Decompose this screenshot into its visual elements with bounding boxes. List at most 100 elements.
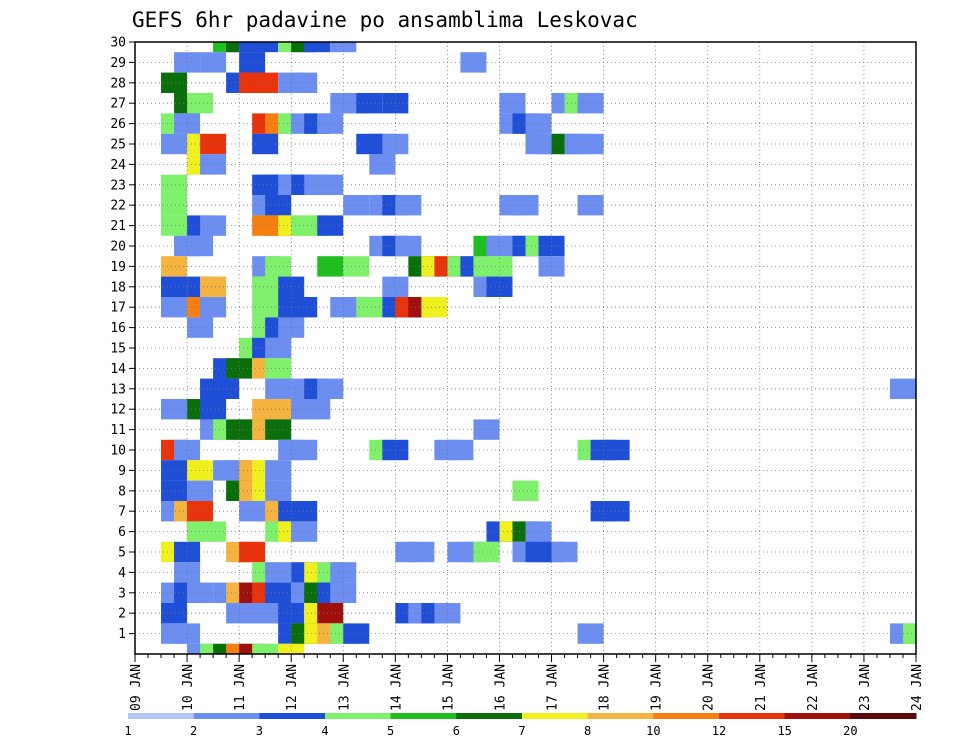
chart-title: GEFS 6hr padavine po ansamblima Leskovac	[132, 8, 638, 32]
heatmap-cell	[200, 52, 227, 73]
x-axis: 09 JAN 10 JAN 11 JAN 12 JAN 13 JAN 14 JAN 15 J…	[129, 654, 925, 711]
heatmap-cell	[161, 195, 188, 216]
heatmap-cell	[902, 623, 916, 644]
heatmap-cell	[512, 195, 539, 216]
colorbar-swatch	[784, 713, 851, 719]
heatmap-cell	[187, 480, 214, 501]
heatmap-cell	[265, 378, 292, 399]
colorbar-label: 7	[518, 724, 525, 738]
heatmap-cell	[252, 133, 279, 155]
x-tick-label: 21 JAN	[754, 664, 769, 711]
colorbar-label: 3	[256, 724, 263, 738]
heatmap-cell	[265, 337, 292, 359]
heatmap-cells	[161, 42, 916, 654]
y-tick-label: 5	[118, 546, 126, 561]
heatmap-cell	[395, 195, 422, 216]
heatmap-cell	[356, 297, 383, 318]
colorbar-swatch	[653, 713, 720, 719]
y-tick-label: 23	[110, 178, 126, 193]
heatmap-cell	[239, 52, 266, 73]
colorbar-swatch	[522, 713, 589, 719]
colorbar-label: 20	[843, 724, 857, 738]
heatmap-cell	[473, 419, 500, 440]
heatmap-cell	[603, 501, 630, 522]
heatmap-cell	[265, 358, 292, 379]
heatmap-cell	[512, 480, 539, 501]
heatmap-cell	[161, 460, 188, 481]
heatmap-cell	[603, 439, 630, 461]
heatmap-cell	[187, 317, 214, 338]
colorbar-swatch	[128, 713, 195, 719]
y-tick-label: 10	[110, 444, 126, 459]
colorbar-swatch	[719, 713, 786, 719]
heatmap-cell	[200, 215, 227, 236]
y-tick-label: 29	[110, 56, 126, 71]
heatmap-cell	[239, 42, 266, 53]
heatmap-cell	[161, 603, 188, 624]
heatmap-cell	[239, 541, 266, 563]
heatmap-cell	[200, 133, 227, 155]
colorbar-swatch	[850, 713, 917, 719]
heatmap-cell	[473, 541, 500, 563]
heatmap-cell	[265, 460, 292, 481]
y-tick-label: 22	[110, 199, 126, 214]
heatmap-cell	[577, 195, 604, 216]
x-tick-label: 19 JAN	[650, 664, 665, 711]
heatmap-cell	[525, 521, 552, 542]
heatmap-cell	[161, 480, 188, 501]
y-tick-label: 1	[118, 627, 126, 642]
heatmap-cell	[265, 582, 292, 603]
y-tick-label: 30	[110, 36, 126, 51]
heatmap-cell	[161, 399, 188, 420]
heatmap-cell	[265, 562, 292, 583]
heatmap-cell	[265, 480, 292, 501]
x-tick-label: 18 JAN	[598, 664, 613, 711]
y-tick-label: 2	[118, 607, 126, 622]
heatmap-cell	[343, 256, 370, 277]
heatmap-cell	[317, 113, 344, 134]
heatmap-cell	[317, 215, 344, 236]
y-tick-label: 14	[110, 362, 126, 377]
heatmap-cell	[343, 623, 370, 644]
heatmap-cell	[317, 174, 344, 195]
heatmap-cell	[252, 643, 279, 654]
heatmap-cell	[291, 501, 318, 522]
heatmap-cell	[421, 297, 448, 318]
heatmap-cell	[161, 133, 188, 155]
heatmap-cell	[317, 603, 344, 624]
y-tick-label: 20	[110, 240, 126, 255]
x-tick-label: 16 JAN	[493, 664, 508, 711]
colorbar: 1 2 3 4 5 6 7 8 10 12 15 20	[124, 713, 917, 738]
heatmap-cell	[278, 643, 305, 654]
x-tick-label: 22 JAN	[806, 664, 821, 711]
heatmap-cell	[252, 72, 279, 93]
x-tick-label: 12 JAN	[285, 664, 300, 711]
heatmap-cell	[252, 42, 279, 53]
heatmap-cell	[304, 399, 331, 420]
heatmap-cell	[317, 256, 344, 277]
y-tick-label: 4	[118, 566, 126, 581]
heatmap-cell	[889, 378, 916, 399]
x-tick-label: 09 JAN	[129, 664, 144, 711]
y-tick-label: 17	[110, 301, 126, 316]
colorbar-label: 1	[124, 724, 131, 738]
y-tick-label: 19	[110, 260, 126, 275]
heatmap-cell	[577, 93, 604, 114]
heatmap-cell	[356, 93, 383, 114]
y-axis: 1234567891011121314151617181920212223242…	[110, 36, 135, 642]
y-tick-label: 21	[110, 219, 126, 234]
x-tick-label: 17 JAN	[546, 664, 561, 711]
colorbar-swatch	[259, 713, 326, 719]
colorbar-label: 10	[646, 724, 660, 738]
colorbar-swatch	[325, 713, 392, 719]
x-tick-label: 23 JAN	[858, 664, 873, 711]
heatmap-cell	[239, 643, 266, 654]
colorbar-swatch	[587, 713, 654, 719]
heatmap-cell	[577, 133, 604, 155]
heatmap-cell	[278, 42, 305, 53]
heatmap-cell	[447, 439, 474, 461]
colorbar-swatch	[456, 713, 523, 719]
heatmap-cell	[369, 154, 396, 175]
heatmap-cell	[525, 113, 552, 134]
